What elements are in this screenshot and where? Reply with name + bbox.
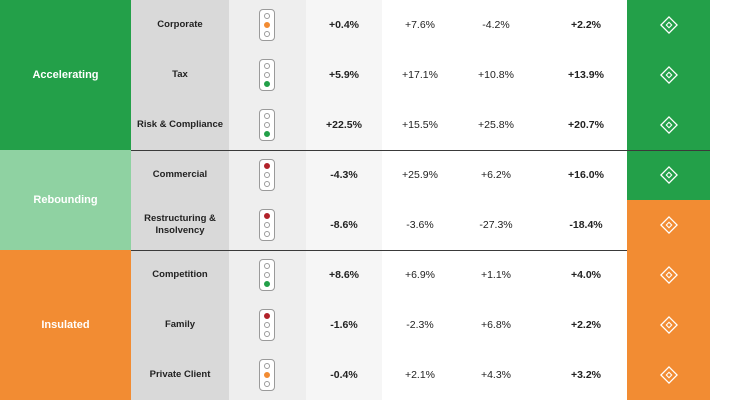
practice-name: Competition: [152, 269, 208, 280]
value-v2: -3.6%: [406, 219, 434, 231]
value-v2: +17.1%: [402, 69, 438, 81]
traffic-light-dot: [264, 122, 270, 128]
value-v4: +2.2%: [570, 19, 602, 31]
segment-divider: [131, 150, 710, 151]
value-v4: +16.0%: [568, 169, 604, 181]
segment-accelerating: Accelerating: [0, 0, 131, 150]
value-v2: +7.6%: [404, 19, 436, 31]
value-v1: -1.6%: [330, 319, 358, 331]
traffic-light-dot: [264, 13, 270, 19]
practice-name: Restructuring & Insolvency: [144, 213, 216, 236]
practice-name: Family: [164, 319, 196, 330]
diamond-badge-icon: [659, 366, 678, 384]
value-v3: +25.8%: [478, 119, 514, 131]
traffic-light-icon: [259, 109, 275, 141]
value-v3: +1.1%: [480, 269, 512, 281]
practice-column: [131, 0, 229, 400]
traffic-light-dot: [264, 281, 270, 287]
traffic-light-dot: [264, 22, 270, 28]
diamond-badge-icon: [659, 166, 678, 184]
row-icon-cell: [627, 100, 710, 150]
value-v4: -18.4%: [569, 219, 603, 231]
practice-name: Commercial: [152, 169, 208, 180]
row-icon-cell: [627, 350, 710, 400]
value-v1: +8.6%: [328, 269, 360, 281]
diamond-badge-icon: [659, 116, 678, 134]
traffic-light-dot: [264, 163, 270, 169]
value-v2: +15.5%: [402, 119, 438, 131]
diamond-badge-icon: [659, 266, 678, 284]
value-v2: -2.3%: [406, 319, 434, 331]
value-v3: -4.2%: [482, 19, 510, 31]
practice-name: Private Client: [149, 369, 211, 380]
traffic-light-dot: [264, 63, 270, 69]
segment-rebounding: Rebounding: [0, 150, 131, 250]
value-v1: -8.6%: [330, 219, 358, 231]
practice-name: Corporate: [157, 19, 203, 30]
traffic-light-dot: [264, 172, 270, 178]
value-v3: -27.3%: [479, 219, 513, 231]
segment-insulated: Insulated: [0, 250, 131, 400]
value-v3: +6.8%: [480, 319, 512, 331]
row-icon-cell: [627, 50, 710, 100]
value-v1: +22.5%: [326, 119, 362, 131]
value-v4: +20.7%: [568, 119, 604, 131]
value-v1: -0.4%: [330, 369, 358, 381]
traffic-light-dot: [264, 272, 270, 278]
row-icon-cell: [627, 0, 710, 50]
practice-name: Tax: [172, 69, 188, 80]
traffic-light-dot: [264, 363, 270, 369]
traffic-light-dot: [264, 313, 270, 319]
change-column-1: [306, 0, 382, 400]
value-v2: +6.9%: [404, 269, 436, 281]
traffic-light-dot: [264, 72, 270, 78]
traffic-light-dot: [264, 113, 270, 119]
row-icon-cell: [627, 200, 710, 250]
value-v3: +4.3%: [480, 369, 512, 381]
value-v1: +5.9%: [328, 69, 360, 81]
value-v4: +13.9%: [568, 69, 604, 81]
traffic-light-dot: [264, 181, 270, 187]
diamond-badge-icon: [659, 16, 678, 34]
traffic-light-dot: [264, 263, 270, 269]
row-icon-cell: [627, 250, 710, 300]
value-v4: +2.2%: [570, 319, 602, 331]
traffic-light-icon: [259, 309, 275, 341]
traffic-light-dot: [264, 231, 270, 237]
practice-name: Risk & Compliance: [136, 119, 224, 130]
traffic-light-dot: [264, 322, 270, 328]
value-v1: -4.3%: [330, 169, 358, 181]
value-v1: +0.4%: [328, 19, 360, 31]
traffic-light-dot: [264, 381, 270, 387]
diamond-badge-icon: [659, 316, 678, 334]
value-v2: +25.9%: [402, 169, 438, 181]
traffic-light-icon: [259, 259, 275, 291]
traffic-light-dot: [264, 222, 270, 228]
value-v3: +10.8%: [478, 69, 514, 81]
traffic-light-dot: [264, 31, 270, 37]
traffic-light-dot: [264, 372, 270, 378]
diamond-badge-icon: [659, 66, 678, 84]
segment-divider: [131, 250, 627, 251]
traffic-light-icon: [259, 59, 275, 91]
value-v2: +2.1%: [404, 369, 436, 381]
value-v4: +3.2%: [570, 369, 602, 381]
value-v4: +4.0%: [570, 269, 602, 281]
traffic-light-icon: [259, 159, 275, 191]
traffic-light-dot: [264, 213, 270, 219]
traffic-light-dot: [264, 331, 270, 337]
row-icon-cell: [627, 150, 710, 200]
diamond-badge-icon: [659, 216, 678, 234]
traffic-light-icon: [259, 9, 275, 41]
traffic-light-dot: [264, 81, 270, 87]
value-v3: +6.2%: [480, 169, 512, 181]
traffic-light-dot: [264, 131, 270, 137]
traffic-light-icon: [259, 209, 275, 241]
row-icon-cell: [627, 300, 710, 350]
traffic-light-icon: [259, 359, 275, 391]
